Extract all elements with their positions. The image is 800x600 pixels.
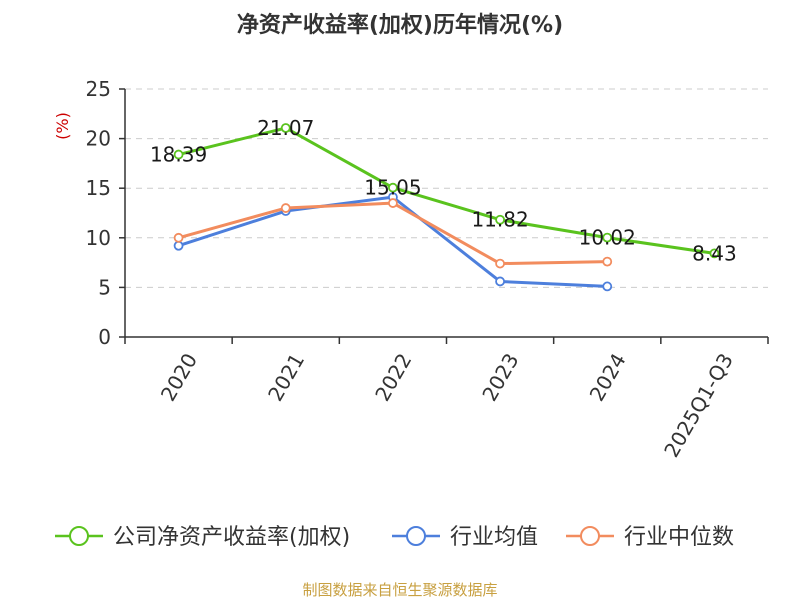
x-tick-label: 2024 [585, 349, 631, 405]
y-tick-label: 20 [86, 127, 111, 151]
data-label: 10.02 [579, 226, 636, 250]
legend-marker [406, 526, 426, 546]
x-tick-label: 2022 [370, 349, 416, 405]
x-tick-label: 2021 [263, 349, 309, 405]
y-tick-label: 0 [98, 325, 111, 349]
legend: 公司净资产收益率(加权) 行业均值 行业中位数 [55, 525, 734, 550]
data-point [495, 276, 505, 287]
chart-title: 净资产收益率(加权)历年情况(%) [237, 12, 563, 38]
y-axis-label: (%) [53, 112, 72, 140]
series-line [177, 201, 609, 266]
data-point [602, 232, 613, 243]
legend-marker [69, 526, 89, 546]
data-point [602, 256, 613, 267]
data-point [173, 232, 184, 243]
legend-item: 行业均值 [392, 525, 538, 550]
series-line [177, 126, 716, 255]
x-tick-label: 2020 [156, 349, 202, 405]
series-lines [173, 123, 720, 292]
data-label: 8.43 [692, 241, 737, 265]
data-point [495, 258, 505, 269]
data-label: 11.82 [471, 208, 528, 232]
y-tick-label: 15 [86, 176, 111, 200]
data-label: 21.07 [257, 116, 314, 140]
y-tick-label: 10 [86, 226, 111, 250]
grid-lines [125, 88, 768, 288]
data-point [709, 248, 720, 259]
legend-label: 行业均值 [450, 525, 538, 550]
data-point [495, 214, 505, 225]
x-tick-label: 2023 [477, 349, 523, 405]
legend-item: 公司净资产收益率(加权) [55, 525, 350, 550]
data-labels: 18.39 21.07 15.05 11.82 10.02 8.43 [150, 116, 737, 265]
data-point [388, 182, 398, 193]
legend-item: 行业中位数 [566, 525, 734, 550]
source-note: 制图数据来自恒生聚源数据库 [302, 581, 497, 599]
legend-marker [580, 526, 600, 546]
data-point [173, 240, 184, 251]
y-tick-label: 25 [86, 77, 111, 101]
data-point [280, 203, 291, 213]
data-point [602, 281, 613, 292]
series-line [177, 195, 609, 288]
legend-label: 公司净资产收益率(加权) [113, 525, 350, 550]
axes: 0 5 10 15 20 25 2020 2021 2022 2023 2024 2025Q1-Q3 [86, 77, 769, 461]
y-tick-label: 5 [98, 275, 111, 299]
x-tick-label: 2025Q1-Q3 [659, 349, 738, 461]
data-point [280, 123, 291, 133]
legend-label: 行业中位数 [624, 525, 734, 550]
data-point [173, 149, 184, 160]
data-label: 15.05 [364, 176, 421, 200]
data-point [388, 198, 398, 208]
data-label: 18.39 [150, 143, 207, 167]
